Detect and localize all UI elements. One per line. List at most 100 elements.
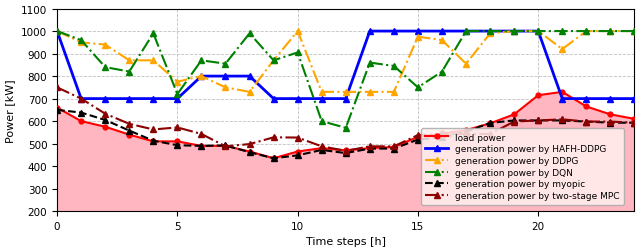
generation power by DQN xyxy=(559,30,566,34)
load power xyxy=(269,157,277,160)
generation power by two-stage MPC xyxy=(342,150,349,153)
generation power by DQN xyxy=(150,33,157,36)
generation power by myopic xyxy=(318,149,326,152)
Line: load power: load power xyxy=(54,90,637,161)
generation power by two-stage MPC xyxy=(173,127,181,130)
generation power by HAFH-DDPG xyxy=(125,98,133,101)
generation power by DDPG xyxy=(390,91,397,94)
generation power by HAFH-DDPG xyxy=(486,30,494,34)
generation power by myopic xyxy=(221,144,229,147)
generation power by two-stage MPC xyxy=(462,133,470,136)
Line: generation power by DDPG: generation power by DDPG xyxy=(54,29,637,96)
generation power by myopic xyxy=(438,136,446,139)
load power xyxy=(366,147,374,150)
generation power by two-stage MPC xyxy=(53,86,61,89)
generation power by HAFH-DDPG xyxy=(462,30,470,34)
generation power by two-stage MPC xyxy=(125,123,133,126)
generation power by DDPG xyxy=(150,59,157,62)
load power xyxy=(414,136,422,139)
generation power by DQN xyxy=(630,30,638,34)
generation power by HAFH-DDPG xyxy=(534,30,542,34)
load power xyxy=(318,147,326,150)
generation power by myopic xyxy=(582,120,590,123)
generation power by two-stage MPC xyxy=(198,133,205,136)
generation power by DQN xyxy=(510,30,518,34)
Y-axis label: Power [kW]: Power [kW] xyxy=(6,79,15,142)
load power xyxy=(342,149,349,152)
generation power by DQN xyxy=(221,63,229,66)
generation power by DDPG xyxy=(173,81,181,84)
generation power by two-stage MPC xyxy=(414,134,422,137)
generation power by myopic xyxy=(486,122,494,125)
generation power by DQN xyxy=(390,65,397,68)
load power xyxy=(582,106,590,109)
generation power by myopic xyxy=(342,152,349,155)
generation power by DQN xyxy=(462,30,470,34)
generation power by myopic xyxy=(101,119,109,122)
generation power by myopic xyxy=(414,139,422,142)
load power xyxy=(294,150,301,153)
generation power by DDPG xyxy=(438,39,446,42)
generation power by myopic xyxy=(173,144,181,147)
generation power by myopic xyxy=(198,145,205,148)
generation power by two-stage MPC xyxy=(269,136,277,139)
load power xyxy=(221,145,229,148)
load power xyxy=(53,107,61,110)
generation power by DDPG xyxy=(101,44,109,47)
generation power by myopic xyxy=(630,122,638,125)
load power xyxy=(150,140,157,143)
generation power by myopic xyxy=(390,147,397,150)
generation power by DQN xyxy=(534,30,542,34)
generation power by DQN xyxy=(366,62,374,65)
generation power by DDPG xyxy=(294,30,301,34)
generation power by two-stage MPC xyxy=(101,113,109,116)
Line: generation power by two-stage MPC: generation power by two-stage MPC xyxy=(54,85,637,154)
generation power by DDPG xyxy=(366,91,374,94)
generation power by two-stage MPC xyxy=(294,137,301,140)
generation power by DQN xyxy=(294,52,301,55)
load power xyxy=(510,113,518,116)
generation power by DQN xyxy=(269,59,277,62)
generation power by DDPG xyxy=(125,59,133,62)
generation power by two-stage MPC xyxy=(607,120,614,123)
generation power by DQN xyxy=(607,30,614,34)
generation power by DQN xyxy=(125,71,133,74)
generation power by DDPG xyxy=(486,33,494,36)
generation power by DDPG xyxy=(414,36,422,39)
generation power by myopic xyxy=(269,157,277,160)
generation power by myopic xyxy=(294,154,301,157)
generation power by HAFH-DDPG xyxy=(173,98,181,101)
generation power by two-stage MPC xyxy=(559,118,566,121)
generation power by DDPG xyxy=(77,42,85,45)
load power xyxy=(173,140,181,143)
generation power by HAFH-DDPG xyxy=(77,98,85,101)
generation power by DQN xyxy=(438,71,446,74)
generation power by HAFH-DDPG xyxy=(582,98,590,101)
generation power by DDPG xyxy=(462,63,470,66)
generation power by DDPG xyxy=(269,59,277,62)
generation power by DDPG xyxy=(559,48,566,51)
load power xyxy=(390,146,397,149)
generation power by two-stage MPC xyxy=(221,145,229,148)
generation power by HAFH-DDPG xyxy=(150,98,157,101)
load power xyxy=(198,145,205,148)
generation power by DDPG xyxy=(53,30,61,34)
generation power by DDPG xyxy=(198,75,205,78)
load power xyxy=(438,133,446,136)
generation power by HAFH-DDPG xyxy=(53,30,61,34)
generation power by HAFH-DDPG xyxy=(246,75,253,78)
generation power by HAFH-DDPG xyxy=(294,98,301,101)
load power xyxy=(101,126,109,129)
load power xyxy=(246,150,253,153)
generation power by DQN xyxy=(342,127,349,130)
generation power by myopic xyxy=(53,109,61,112)
generation power by two-stage MPC xyxy=(438,133,446,136)
generation power by DDPG xyxy=(246,91,253,94)
generation power by myopic xyxy=(607,122,614,125)
generation power by two-stage MPC xyxy=(246,143,253,146)
load power xyxy=(462,129,470,132)
generation power by two-stage MPC xyxy=(510,120,518,123)
generation power by DQN xyxy=(582,30,590,34)
generation power by DQN xyxy=(414,86,422,89)
load power xyxy=(534,94,542,97)
